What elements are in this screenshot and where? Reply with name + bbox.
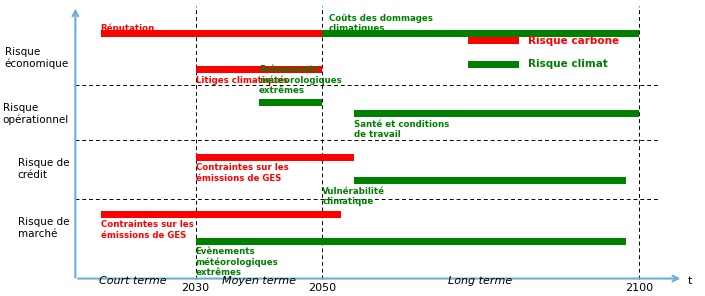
Text: Risque de
marché: Risque de marché	[18, 217, 69, 239]
Text: Risque
économique: Risque économique	[5, 47, 69, 69]
Bar	[196, 67, 322, 73]
Text: Contraintes sur les
émissions de GES: Contraintes sur les émissions de GES	[101, 220, 193, 239]
Text: Evènements
météorologiques
extrêmes: Evènements météorologiques extrêmes	[259, 65, 342, 95]
Text: Coûts des dommages
climatiques: Coûts des dommages climatiques	[329, 14, 432, 33]
Bar	[468, 61, 519, 67]
Text: Court terme: Court terme	[99, 276, 166, 286]
Bar	[196, 238, 626, 245]
Text: Santé et conditions
de travail: Santé et conditions de travail	[354, 120, 449, 139]
Text: t: t	[687, 276, 692, 286]
Text: Contraintes sur les
émissions de GES: Contraintes sur les émissions de GES	[196, 163, 288, 183]
Text: Long terme: Long terme	[448, 276, 513, 286]
Bar	[468, 37, 519, 44]
Text: Risque
opérationnel: Risque opérationnel	[3, 103, 69, 125]
Text: Risque carbone: Risque carbone	[528, 36, 619, 46]
Bar	[101, 211, 341, 218]
Text: Risque de
crédit: Risque de crédit	[18, 158, 69, 180]
Bar	[259, 99, 322, 106]
Text: 2030: 2030	[182, 283, 209, 293]
Bar	[322, 30, 639, 37]
Text: Moyen terme: Moyen terme	[222, 276, 296, 286]
Text: Evènements
météorologiques
extrêmes: Evènements météorologiques extrêmes	[196, 247, 278, 277]
Bar	[196, 154, 354, 161]
Text: Réputation: Réputation	[101, 24, 155, 33]
Text: 2100: 2100	[625, 283, 653, 293]
Bar	[354, 178, 626, 184]
Bar	[354, 110, 639, 117]
Text: Risque climat: Risque climat	[528, 59, 608, 69]
Text: Litiges climatiques: Litiges climatiques	[196, 76, 288, 85]
Text: 2050: 2050	[308, 283, 336, 293]
Text: Vulnérabilité
climatique: Vulnérabilité climatique	[322, 187, 386, 206]
Bar	[101, 30, 322, 37]
